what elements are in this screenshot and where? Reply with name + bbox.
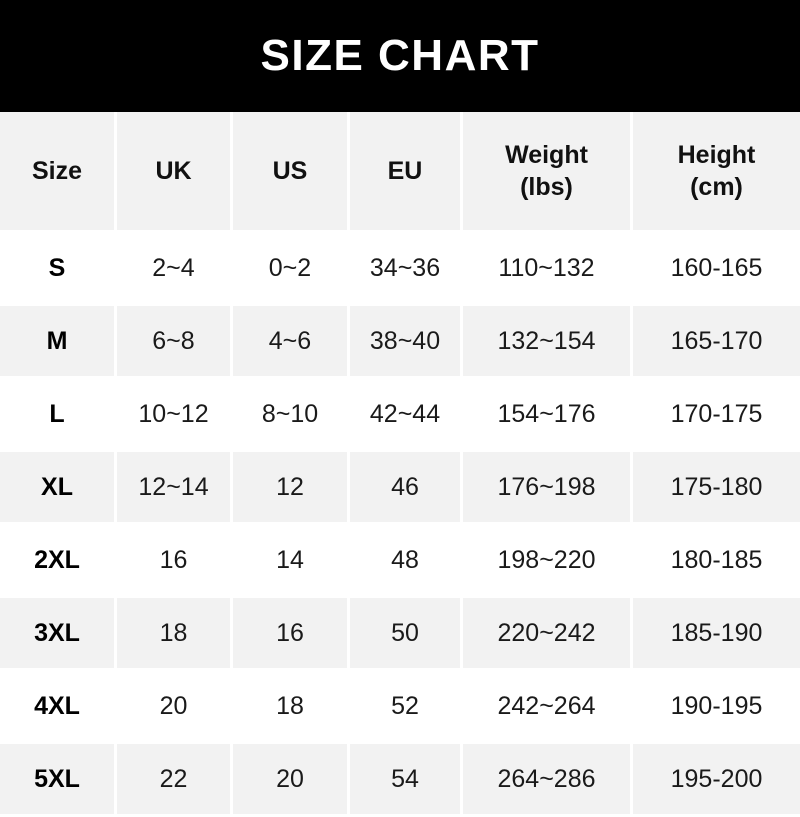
column-header-uk-line1: UK <box>155 157 192 185</box>
cell-uk: 6~8 <box>117 306 233 379</box>
table-row: XL 12~14 12 46 176~198 175-180 <box>0 452 800 525</box>
column-header-weight-line2: (lbs) <box>520 173 573 201</box>
cell-height: 165-170 <box>633 306 800 379</box>
cell-uk: 10~12 <box>117 379 233 452</box>
table-header: Size UK US EU Weight (lbs) Height (cm) <box>0 112 800 233</box>
table-row: M 6~8 4~6 38~40 132~154 165-170 <box>0 306 800 379</box>
cell-us: 8~10 <box>233 379 350 452</box>
table-row: L 10~12 8~10 42~44 154~176 170-175 <box>0 379 800 452</box>
cell-eu: 48 <box>350 525 463 598</box>
cell-weight: 220~242 <box>463 598 633 671</box>
cell-size: XL <box>0 452 117 525</box>
column-header-height-line1: Height <box>677 141 756 169</box>
table-row: 5XL 22 20 54 264~286 195-200 <box>0 744 800 817</box>
cell-height: 160-165 <box>633 233 800 306</box>
cell-height: 185-190 <box>633 598 800 671</box>
table-row: 2XL 16 14 48 198~220 180-185 <box>0 525 800 598</box>
cell-size: 3XL <box>0 598 117 671</box>
cell-size: L <box>0 379 117 452</box>
cell-us: 16 <box>233 598 350 671</box>
cell-uk: 20 <box>117 671 233 744</box>
page-title: SIZE CHART <box>260 31 540 80</box>
cell-uk: 16 <box>117 525 233 598</box>
cell-eu: 50 <box>350 598 463 671</box>
column-header-height-line2: (cm) <box>690 173 743 201</box>
cell-size: 5XL <box>0 744 117 817</box>
column-header-size-line1: Size <box>31 157 83 185</box>
column-header-us: US <box>233 112 350 233</box>
table-row: 4XL 20 18 52 242~264 190-195 <box>0 671 800 744</box>
cell-eu: 46 <box>350 452 463 525</box>
column-header-eu-line1: EU <box>387 157 423 185</box>
cell-eu: 54 <box>350 744 463 817</box>
cell-weight: 154~176 <box>463 379 633 452</box>
title-banner: SIZE CHART <box>0 0 800 112</box>
column-header-weight-line1: Weight <box>505 141 588 169</box>
column-header-uk: UK <box>117 112 233 233</box>
cell-us: 18 <box>233 671 350 744</box>
table-row: 3XL 18 16 50 220~242 185-190 <box>0 598 800 671</box>
cell-height: 175-180 <box>633 452 800 525</box>
cell-uk: 12~14 <box>117 452 233 525</box>
cell-size: S <box>0 233 117 306</box>
table-body: S 2~4 0~2 34~36 110~132 160-165 M 6~8 4~… <box>0 233 800 817</box>
cell-eu: 34~36 <box>350 233 463 306</box>
cell-weight: 110~132 <box>463 233 633 306</box>
cell-eu: 52 <box>350 671 463 744</box>
cell-us: 14 <box>233 525 350 598</box>
cell-height: 180-185 <box>633 525 800 598</box>
cell-weight: 176~198 <box>463 452 633 525</box>
table-header-row: Size UK US EU Weight (lbs) Height (cm) <box>0 112 800 233</box>
cell-height: 190-195 <box>633 671 800 744</box>
cell-uk: 2~4 <box>117 233 233 306</box>
column-header-size: Size <box>0 112 117 233</box>
cell-uk: 22 <box>117 744 233 817</box>
cell-weight: 242~264 <box>463 671 633 744</box>
column-header-eu: EU <box>350 112 463 233</box>
cell-us: 0~2 <box>233 233 350 306</box>
cell-height: 170-175 <box>633 379 800 452</box>
cell-height: 195-200 <box>633 744 800 817</box>
cell-size: 4XL <box>0 671 117 744</box>
column-header-weight: Weight (lbs) <box>463 112 633 233</box>
cell-size: 2XL <box>0 525 117 598</box>
cell-us: 4~6 <box>233 306 350 379</box>
cell-weight: 198~220 <box>463 525 633 598</box>
cell-eu: 38~40 <box>350 306 463 379</box>
table-row: S 2~4 0~2 34~36 110~132 160-165 <box>0 233 800 306</box>
column-header-height: Height (cm) <box>633 112 800 233</box>
cell-us: 12 <box>233 452 350 525</box>
cell-us: 20 <box>233 744 350 817</box>
cell-uk: 18 <box>117 598 233 671</box>
cell-size: M <box>0 306 117 379</box>
cell-weight: 132~154 <box>463 306 633 379</box>
column-header-us-line1: US <box>272 157 308 185</box>
size-chart-table: Size UK US EU Weight (lbs) Height (cm) <box>0 112 800 817</box>
cell-eu: 42~44 <box>350 379 463 452</box>
cell-weight: 264~286 <box>463 744 633 817</box>
